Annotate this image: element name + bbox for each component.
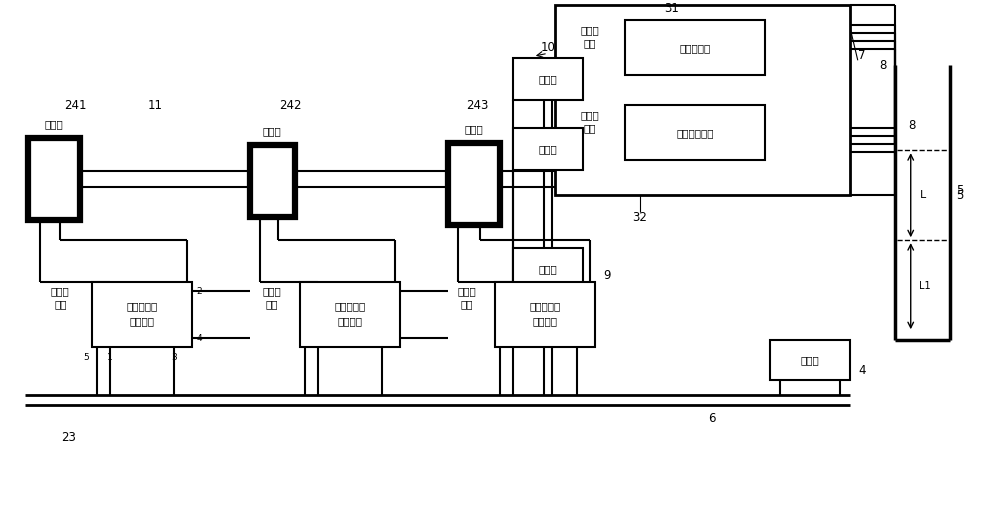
Text: 接口: 接口 — [461, 299, 473, 309]
Text: 5: 5 — [83, 353, 89, 362]
Text: 两位五通电: 两位五通电 — [529, 301, 561, 311]
Text: 调压阀: 调压阀 — [539, 264, 557, 274]
Text: 电信号: 电信号 — [458, 286, 476, 296]
Text: 供气源: 供气源 — [800, 355, 819, 365]
Bar — [555, 5, 850, 195]
Text: 接口: 接口 — [584, 38, 596, 48]
Text: 浓浆阀: 浓浆阀 — [45, 119, 64, 129]
Text: 31: 31 — [664, 2, 679, 15]
Text: 9: 9 — [603, 269, 611, 281]
Text: 限流阀: 限流阀 — [539, 144, 557, 154]
Text: 8: 8 — [879, 59, 886, 72]
Text: L1: L1 — [919, 281, 931, 291]
Text: L: L — [920, 190, 926, 200]
Text: 8: 8 — [908, 119, 915, 132]
Text: 磁换向阀: 磁换向阀 — [130, 316, 155, 326]
Text: 32: 32 — [632, 211, 647, 224]
Bar — [300, 282, 400, 347]
Text: 接口: 接口 — [584, 123, 596, 133]
Text: 电信号: 电信号 — [263, 286, 282, 296]
Text: 242: 242 — [279, 99, 301, 112]
Text: 10: 10 — [541, 41, 555, 54]
Bar — [28, 138, 80, 220]
Bar — [495, 282, 595, 347]
Bar — [513, 58, 583, 100]
Text: 电信号: 电信号 — [581, 25, 599, 35]
Text: 电信号: 电信号 — [581, 110, 599, 120]
Text: 低位压力感器: 低位压力感器 — [676, 128, 714, 138]
Bar — [770, 340, 850, 380]
Text: 6: 6 — [708, 412, 716, 425]
Bar — [625, 106, 765, 160]
Text: 4: 4 — [858, 364, 866, 376]
Text: 243: 243 — [466, 99, 488, 112]
Text: 5: 5 — [956, 188, 963, 202]
Bar — [250, 145, 295, 217]
Bar — [513, 128, 583, 170]
Bar — [625, 20, 765, 75]
Text: 4: 4 — [196, 333, 202, 343]
Text: 1: 1 — [107, 353, 113, 362]
Text: 压差传感器: 压差传感器 — [679, 43, 710, 54]
Bar — [92, 282, 192, 347]
Text: 23: 23 — [61, 430, 76, 444]
Text: 5: 5 — [956, 184, 963, 197]
Text: 7: 7 — [858, 49, 866, 62]
Text: 两位五通电: 两位五通电 — [127, 301, 158, 311]
Text: 两位五通电: 两位五通电 — [334, 301, 366, 311]
Bar — [448, 143, 500, 225]
Text: 电信号: 电信号 — [51, 286, 70, 296]
Text: 磁换向阀: 磁换向阀 — [338, 316, 363, 326]
Text: 3: 3 — [171, 353, 177, 362]
Text: 11: 11 — [148, 99, 163, 112]
Bar — [513, 248, 583, 290]
Text: 241: 241 — [64, 99, 87, 112]
Text: 排污阀: 排污阀 — [465, 124, 483, 134]
Text: 接口: 接口 — [54, 299, 67, 309]
Text: 磁换向阀: 磁换向阀 — [532, 316, 557, 326]
Text: 限流阀: 限流阀 — [539, 75, 557, 85]
Text: 清水阀: 清水阀 — [263, 126, 282, 136]
Text: 接口: 接口 — [266, 299, 278, 309]
Text: 2: 2 — [196, 287, 202, 296]
